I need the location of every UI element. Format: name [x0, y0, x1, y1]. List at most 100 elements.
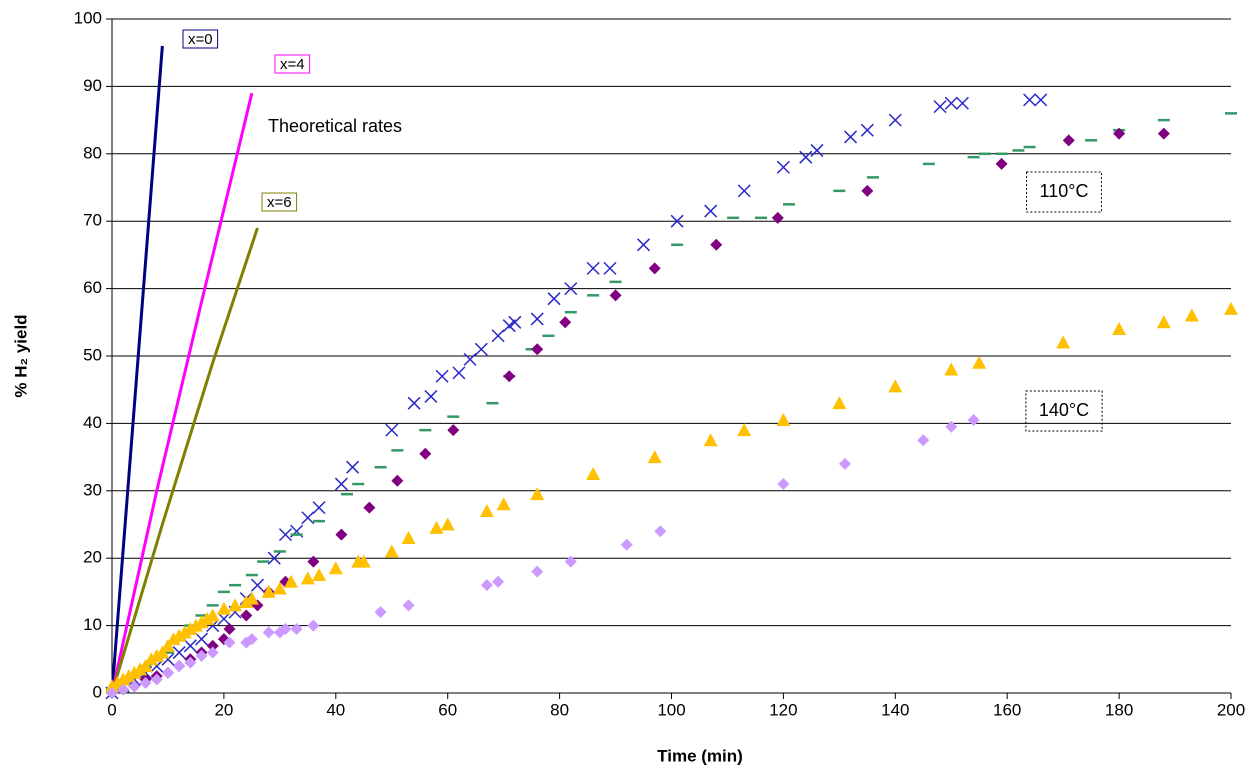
diamond-marker: [307, 619, 320, 632]
triangle-marker: [105, 679, 119, 693]
diamond-marker: [262, 626, 275, 639]
diamond-marker: [391, 474, 404, 487]
x-tick-label: 160: [993, 700, 1021, 719]
x-marker: [312, 501, 326, 515]
diamond-marker: [995, 157, 1008, 170]
diamond-marker: [503, 370, 516, 383]
x-marker: [435, 369, 449, 383]
x-marker: [217, 612, 231, 626]
triangle-marker: [228, 598, 243, 612]
diamond-marker: [861, 184, 874, 197]
x-tick-label: 60: [438, 700, 457, 719]
triangle-marker: [401, 530, 416, 544]
triangle-marker: [144, 652, 159, 666]
diamond-marker: [967, 414, 980, 427]
diamond-marker: [1113, 127, 1126, 140]
y-tick-label: 70: [83, 211, 102, 230]
triangle-marker: [121, 669, 136, 683]
diamond-marker: [838, 457, 851, 470]
diamond-marker: [106, 687, 118, 699]
diamond-marker: [195, 649, 208, 662]
x-marker: [424, 389, 438, 403]
triangle-marker: [647, 450, 662, 464]
triangle-marker: [1224, 301, 1238, 315]
x-marker: [844, 130, 858, 144]
x-tick-label: 120: [769, 700, 797, 719]
triangle-marker: [188, 618, 203, 632]
y-tick-label: 30: [83, 480, 102, 499]
triangle-marker: [194, 615, 209, 629]
diamond-marker: [374, 606, 387, 619]
triangle-marker: [328, 561, 343, 575]
triangle-marker: [284, 574, 299, 588]
x-marker: [933, 100, 947, 114]
triangle-marker: [116, 672, 131, 686]
x-marker: [547, 292, 561, 306]
triangle-marker: [776, 413, 791, 427]
triangle-marker: [261, 584, 276, 598]
x-marker: [1034, 93, 1048, 107]
y-tick-label: 80: [83, 143, 102, 162]
x-marker: [603, 261, 617, 275]
diamond-marker: [117, 683, 130, 696]
y-tick-label: 100: [74, 8, 102, 27]
y-tick-label: 50: [83, 345, 102, 364]
diamond-marker: [564, 555, 577, 568]
diamond-marker: [648, 262, 661, 275]
diamond-marker: [150, 673, 163, 686]
marker-series: [105, 93, 1048, 700]
diamond-marker: [1062, 134, 1075, 147]
x-tick-label: 40: [326, 700, 345, 719]
diamond-marker: [223, 622, 236, 635]
x-tick-label: 180: [1105, 700, 1133, 719]
x-tick-label: 200: [1217, 700, 1245, 719]
x-marker: [704, 204, 718, 218]
triangle-marker: [244, 591, 259, 605]
triangle-marker: [205, 608, 220, 622]
diamond-marker: [173, 660, 186, 673]
x-marker: [737, 184, 751, 198]
diamond-marker: [559, 316, 572, 329]
diamond-marker: [531, 343, 544, 356]
triangle-marker: [312, 568, 327, 582]
triangle-marker: [384, 544, 399, 558]
marker-series: [105, 301, 1238, 693]
diamond-marker: [419, 447, 432, 460]
x-marker: [799, 150, 813, 164]
triangle-marker: [138, 659, 153, 673]
triangle-marker: [356, 554, 371, 568]
triangle-marker: [440, 517, 455, 531]
x-marker: [636, 238, 651, 252]
triangle-marker: [155, 645, 170, 659]
diamond-marker: [945, 420, 958, 433]
x-marker: [267, 551, 281, 565]
triangle-marker: [1184, 308, 1199, 322]
line-label-box: [274, 54, 311, 74]
triangle-marker: [972, 355, 987, 369]
x-axis-label: Time (min): [657, 746, 743, 765]
x-marker: [564, 282, 578, 296]
triangle-marker: [160, 638, 175, 652]
diamond-marker: [139, 676, 152, 689]
line-label-box: [182, 29, 219, 49]
x-marker: [407, 396, 421, 410]
x-marker: [1023, 93, 1037, 107]
diamond-marker: [710, 238, 723, 251]
triangle-marker: [216, 601, 231, 615]
diamond-marker: [620, 538, 633, 551]
annotation: 110°C: [1040, 181, 1089, 201]
x-tick-label: 100: [657, 700, 685, 719]
x-marker: [452, 366, 466, 380]
triangle-marker: [586, 466, 601, 480]
annotation-box: [1026, 171, 1102, 213]
triangle-marker: [737, 423, 752, 437]
diamond-marker: [161, 666, 174, 679]
x-marker: [944, 96, 958, 110]
triangle-marker: [496, 497, 511, 511]
marker-series: [106, 414, 980, 699]
diamond-marker: [128, 680, 141, 693]
x-tick-label: 80: [550, 700, 569, 719]
theoretical-line: [110, 45, 164, 694]
annotation-box: [1025, 390, 1103, 432]
triangle-marker: [832, 396, 847, 410]
